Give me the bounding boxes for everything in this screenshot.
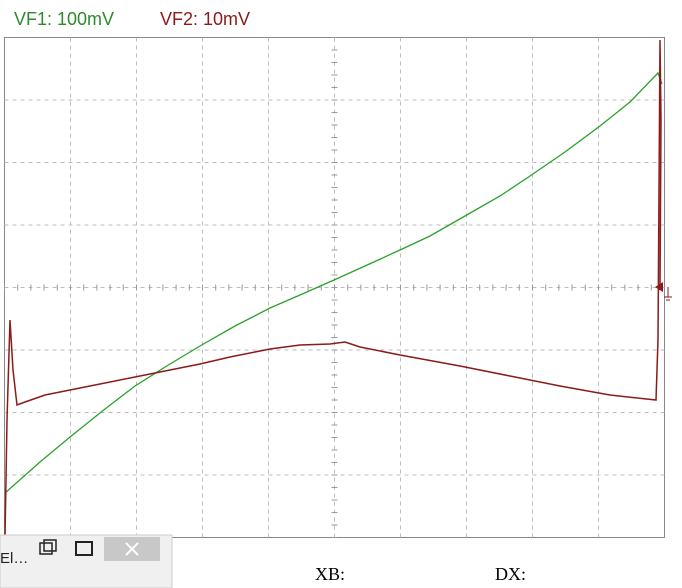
trace-vf2 [4, 39, 662, 538]
dx-label: DX: [495, 564, 526, 584]
grid [4, 37, 665, 538]
window-title: El… [0, 550, 29, 567]
vf1-label: VF1: 100mV [14, 9, 115, 29]
xb-label: XB: [315, 564, 346, 584]
trace-vf1 [4, 71, 663, 494]
trigger-marker [655, 282, 672, 301]
vf2-label: VF2: 10mV [160, 9, 251, 29]
taskbar-fragment[interactable] [0, 534, 173, 588]
